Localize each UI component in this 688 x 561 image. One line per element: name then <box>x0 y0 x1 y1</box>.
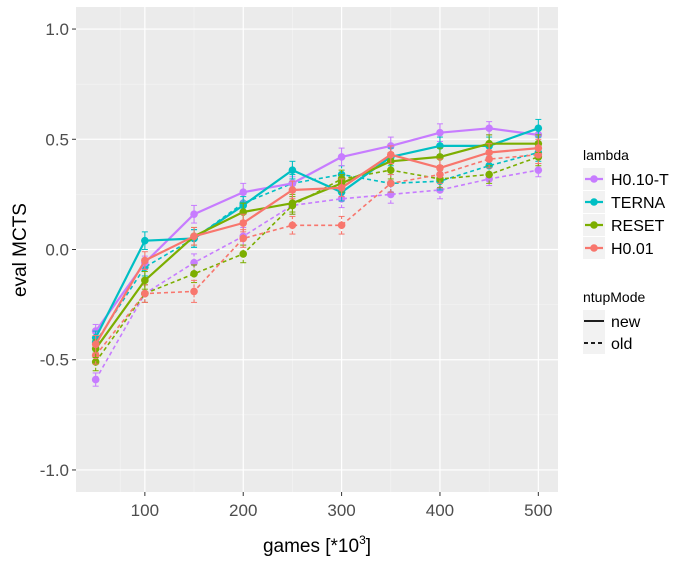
x-tick-label: 300 <box>327 501 355 520</box>
data-point-h0-01-new <box>288 186 297 194</box>
data-point-h0-01-old <box>386 179 395 188</box>
legend-key-point <box>590 175 598 183</box>
legend-key-reset <box>583 214 605 236</box>
y-tick-label: 0.0 <box>45 241 69 260</box>
data-point-h0-01-new <box>141 256 149 265</box>
data-point-h0-01-old <box>288 221 297 230</box>
y-tick-label: -0.5 <box>40 351 69 370</box>
x-tick-label: 400 <box>426 501 454 520</box>
legend-label: TERNA <box>611 195 666 212</box>
data-point-h0-01-new <box>190 232 198 241</box>
data-point-h0-01-old <box>190 287 198 296</box>
x-tick-label: 200 <box>229 501 257 520</box>
legend-label: H0.10-T <box>611 172 669 189</box>
data-point-h0-10-t-new <box>337 153 346 161</box>
data-point-h0-01-new <box>436 164 444 172</box>
data-point-h0-01-new <box>485 148 493 157</box>
x-tick-label: 100 <box>131 501 159 520</box>
data-point-reset-old <box>190 269 198 278</box>
series-line-h0-10-t-new <box>94 127 539 332</box>
legend-key-h0-01 <box>583 237 605 259</box>
data-point-h0-10-t-new <box>485 124 493 133</box>
series-line-h0-01-old <box>95 153 539 356</box>
y-axis-title: eval MCTS <box>10 203 31 297</box>
legend-key-point <box>590 221 598 229</box>
data-point-h0-10-t-old <box>534 166 543 174</box>
data-point-h0-10-t-old <box>91 375 100 384</box>
legend-key-new <box>583 310 605 332</box>
data-point-reset-new <box>288 199 297 208</box>
data-point-terna-new <box>534 124 543 133</box>
data-point-h0-01-new <box>534 144 543 152</box>
data-point-reset-old <box>485 170 493 179</box>
series-line-terna-new <box>94 127 539 339</box>
legend-label: new <box>611 314 641 331</box>
data-point-reset-old <box>239 250 248 258</box>
data-point-terna-new <box>288 166 297 174</box>
legend-key-point <box>590 244 598 252</box>
data-point-h0-01-old <box>337 221 346 230</box>
legend-ntup: ntupMode new old <box>583 289 645 354</box>
legend-key-h0-10-t <box>583 168 605 190</box>
x-tick-label: 500 <box>524 501 552 520</box>
data-point-h0-01-new <box>239 219 248 227</box>
series-line-reset-new <box>94 142 539 350</box>
series-line-h0-10-t-old <box>95 169 539 380</box>
data-point-h0-01-old <box>239 234 248 243</box>
axes: -1.0 -0.5 0.0 0.5 1.0 100 200 300 400 500 <box>40 20 553 520</box>
data-point-h0-10-t-new <box>190 210 198 219</box>
y-tick-label: 0.5 <box>45 130 69 149</box>
legend-key-old <box>583 332 605 354</box>
data-point-h0-01-new <box>91 340 100 349</box>
legend-ntup-title: ntupMode <box>583 289 645 305</box>
y-tick-label: 1.0 <box>45 20 69 39</box>
legend-lambda-title: lambda <box>583 147 629 163</box>
data-point-h0-10-t-new <box>436 128 444 137</box>
legend-key-terna <box>583 191 605 213</box>
series-h0-01-new <box>91 138 543 354</box>
legend-key-point <box>590 198 598 206</box>
series-layer <box>91 118 543 387</box>
data-point-h0-10-t-new <box>239 188 248 196</box>
y-tick-label: -1.0 <box>40 461 69 480</box>
legend-label: old <box>611 336 632 353</box>
data-point-h0-01-old <box>141 289 149 298</box>
x-axis-title-superscript: 3 <box>359 533 366 547</box>
x-axis-title: games [*103] <box>263 533 371 557</box>
series-line-terna-old <box>95 151 539 343</box>
data-point-reset-new <box>141 276 149 285</box>
data-point-h0-01-new <box>386 150 395 159</box>
legend-label: RESET <box>611 218 665 235</box>
series-line-h0-01-new <box>94 147 539 345</box>
legend-lambda: lambda H0.10-T TERNA RESET H0.01 <box>583 147 669 259</box>
legend-label: H0.01 <box>611 241 654 258</box>
data-point-terna-new <box>141 236 149 245</box>
data-point-h0-01-new <box>337 183 346 192</box>
